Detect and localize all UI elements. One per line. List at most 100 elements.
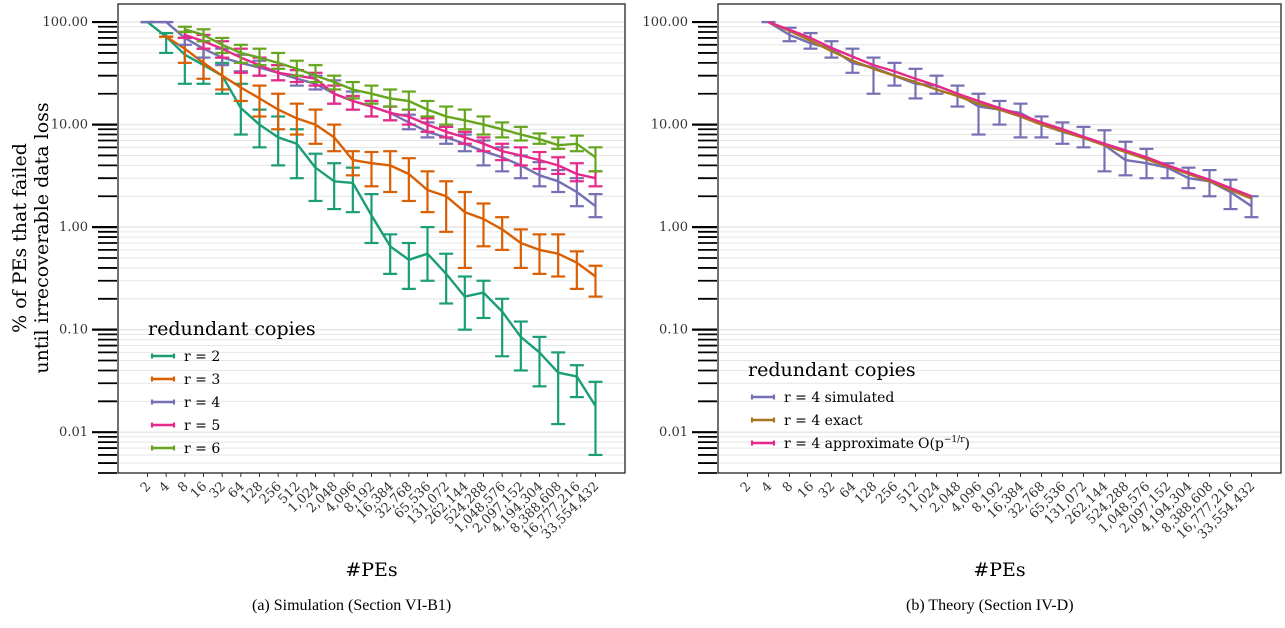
error-bar — [569, 250, 584, 290]
y-axis-title-line: until irrecoverable data loss — [31, 102, 53, 373]
error-bar — [457, 108, 472, 131]
legend-entry: r = 5 — [184, 418, 220, 434]
error-bar — [513, 125, 528, 142]
error-bar — [439, 125, 454, 139]
error-bar — [908, 67, 923, 100]
error-bar — [383, 233, 398, 275]
error-bar — [1202, 168, 1217, 198]
series-3 — [768, 20, 1252, 198]
error-bar — [364, 192, 379, 245]
error-bar — [476, 279, 491, 320]
error-bar — [495, 142, 510, 162]
error-bar — [457, 275, 472, 331]
error-bar — [308, 64, 323, 84]
error-bar — [476, 136, 491, 153]
error-bar — [364, 150, 379, 188]
error-bar — [532, 132, 547, 145]
y-tick-label: 0.10 — [659, 323, 688, 338]
error-bar — [1139, 147, 1154, 180]
error-bar — [215, 36, 230, 55]
error-bar — [588, 380, 603, 457]
error-bar — [551, 233, 566, 278]
panel-caption: (a) Simulation (Section VI-B1) — [252, 597, 451, 614]
legend: redundant copies r = 4 simulated r = 4 exa… — [748, 359, 970, 452]
error-bar — [495, 297, 510, 358]
error-bar — [271, 92, 286, 131]
error-bar — [457, 130, 472, 145]
error-bar — [824, 40, 839, 59]
error-bar — [513, 320, 528, 372]
x-tick-label: 4 — [759, 479, 775, 495]
error-bar — [401, 241, 416, 290]
x-tick-label: 2 — [738, 479, 754, 495]
error-bar — [420, 226, 435, 282]
error-bar — [289, 59, 304, 77]
error-bar — [532, 233, 547, 275]
error-bar — [588, 170, 603, 188]
x-axis-title: #PEs — [345, 559, 397, 581]
error-bar — [551, 351, 566, 426]
x-tick-label: 32 — [816, 479, 838, 501]
error-bar — [569, 364, 584, 399]
legend-title: redundant copies — [148, 318, 316, 340]
error-bar — [588, 146, 603, 173]
error-bar — [513, 228, 528, 270]
error-bar — [569, 177, 584, 208]
error-bar — [345, 80, 360, 100]
x-tick-label: 2 — [138, 479, 154, 495]
y-tick-label: 100.00 — [43, 15, 89, 30]
error-bar — [476, 115, 491, 136]
y-tick-label: 0.10 — [59, 323, 88, 338]
series-5 — [177, 25, 603, 173]
legend-entry: r = 4 — [184, 395, 220, 411]
x-tick-label: 4 — [157, 479, 173, 495]
error-bar — [495, 216, 510, 251]
error-bar — [1034, 115, 1049, 139]
error-bar — [308, 108, 323, 145]
error-bar — [401, 157, 416, 203]
error-bar — [1181, 166, 1196, 190]
error-bar — [1223, 178, 1238, 211]
error-bar — [327, 74, 342, 91]
error-bar — [992, 99, 1007, 126]
error-bar — [233, 43, 248, 64]
error-bar — [551, 156, 566, 176]
x-tick-label: 16 — [795, 479, 817, 501]
error-bar — [420, 117, 435, 133]
y-tick-label: 10.00 — [651, 118, 688, 133]
error-bar — [569, 162, 584, 183]
plot-frame — [717, 3, 1282, 474]
plot-frame — [117, 3, 626, 474]
y-tick-label: 100.00 — [643, 15, 689, 30]
error-bar — [439, 252, 454, 305]
series-2 — [159, 35, 603, 298]
y-axis-title-line: % of PEs that failed — [9, 143, 31, 333]
error-bar — [383, 88, 398, 108]
legend-entry: r = 6 — [184, 441, 220, 457]
legend: redundant copies r = 2 r = 3 r = 4 r = 5 r = … — [148, 318, 316, 457]
y-tick-label: 0.01 — [59, 425, 88, 440]
error-bar — [476, 202, 491, 248]
error-bar — [383, 150, 398, 194]
error-bar — [457, 190, 472, 270]
error-bar — [364, 84, 379, 105]
y-tick-label: 1.00 — [659, 220, 688, 235]
error-bar — [1097, 129, 1112, 173]
error-bar — [439, 180, 454, 233]
error-bar — [532, 335, 547, 388]
error-bar — [196, 28, 211, 43]
error-bar — [495, 121, 510, 139]
legend-title: redundant copies — [748, 359, 916, 381]
error-bar — [1055, 121, 1070, 145]
legend-entry: r = 2 — [184, 349, 220, 365]
series-line — [768, 20, 1252, 198]
y-tick-label: 1.00 — [59, 220, 88, 235]
error-bar — [420, 170, 435, 214]
error-bar — [569, 134, 584, 153]
error-bar — [308, 152, 323, 203]
error-bar — [420, 99, 435, 118]
error-bar — [1118, 140, 1133, 177]
error-bar — [1013, 102, 1028, 139]
